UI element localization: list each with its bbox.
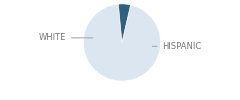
Wedge shape xyxy=(118,4,131,42)
Text: WHITE: WHITE xyxy=(39,33,93,42)
Text: HISPANIC: HISPANIC xyxy=(153,42,202,51)
Wedge shape xyxy=(83,4,161,81)
